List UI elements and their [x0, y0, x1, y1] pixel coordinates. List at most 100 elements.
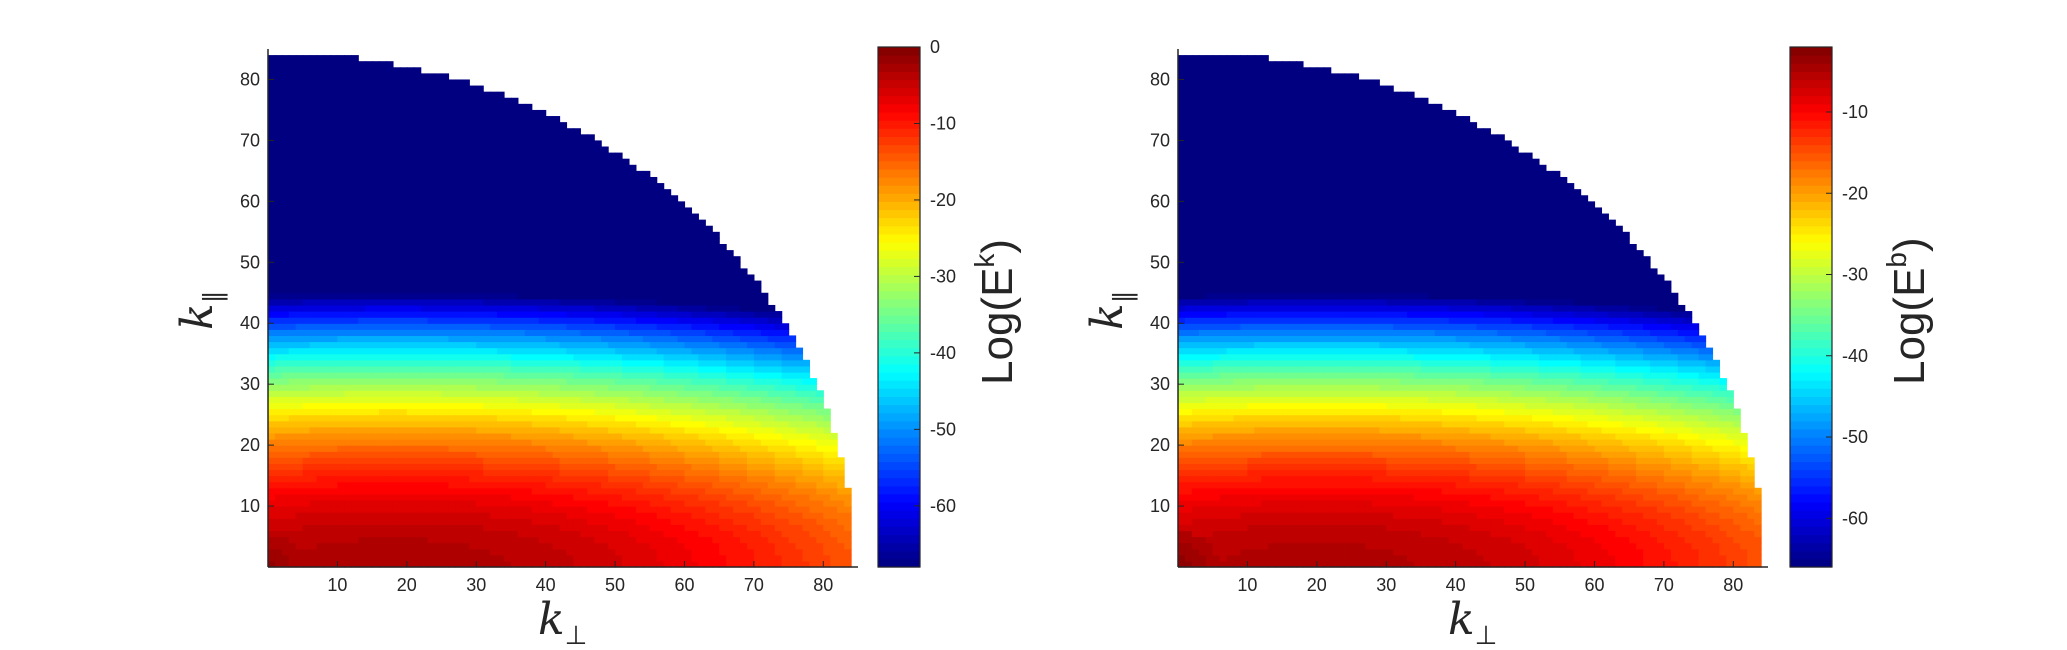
heatmap-cell [504, 317, 512, 324]
heatmap-cell [552, 311, 561, 318]
heatmap-cell [372, 506, 380, 513]
heatmap-cell [268, 371, 276, 379]
heatmap-cell [316, 134, 325, 142]
heatmap-cell [372, 396, 380, 404]
heatmap-cell [504, 304, 512, 312]
heatmap-cell [628, 390, 637, 397]
heatmap-cell [469, 457, 477, 464]
heatmap-cell [358, 79, 366, 87]
heatmap-cell [427, 414, 436, 422]
heatmap-cell [705, 402, 713, 410]
heatmap-cell [406, 128, 415, 135]
heatmap-cell [427, 451, 436, 458]
heatmap-cell [434, 560, 443, 568]
heatmap-cell [497, 317, 505, 324]
heatmap-cell [372, 311, 380, 318]
heatmap-cell [726, 317, 734, 324]
heatmap-cell [615, 371, 623, 379]
heatmap-cell [413, 439, 422, 446]
heatmap-cell [705, 542, 713, 550]
heatmap-cell [420, 457, 429, 464]
heatmap-cell [545, 396, 554, 404]
heatmap-cell [427, 445, 436, 452]
heatmap-cell [351, 195, 359, 202]
heatmap-cell [268, 152, 276, 160]
heatmap-cell [524, 317, 533, 324]
heatmap-cell [580, 268, 588, 276]
heatmap-cell [663, 244, 672, 251]
heatmap-cell [413, 219, 422, 227]
heatmap-cell [635, 378, 644, 385]
heatmap-cell [524, 439, 533, 446]
heatmap-cell [323, 158, 332, 166]
heatmap-cell [538, 481, 547, 489]
heatmap-cell [406, 268, 415, 276]
heatmap-cell [455, 298, 463, 306]
heatmap-cell [309, 542, 318, 550]
heatmap-cell [337, 170, 345, 178]
heatmap-cell [281, 207, 290, 215]
heatmap-cell [379, 286, 387, 294]
heatmap-cell [483, 469, 491, 477]
heatmap-cell [448, 140, 457, 148]
heatmap-cell [268, 530, 276, 538]
heatmap-cell [365, 542, 373, 550]
heatmap-cell [365, 189, 373, 196]
heatmap-cell [573, 512, 581, 519]
heatmap-cell [455, 414, 463, 422]
heatmap-cell [483, 152, 491, 160]
heatmap-cell [344, 542, 352, 550]
heatmap-cell [476, 506, 484, 513]
heatmap-cell [274, 390, 283, 397]
heatmap-cell [691, 311, 699, 318]
heatmap-cell [615, 195, 623, 202]
heatmap-cell [469, 207, 477, 215]
heatmap-cell [379, 432, 387, 440]
heatmap-cell [379, 134, 387, 142]
heatmap-cell [559, 237, 568, 245]
heatmap-cell [608, 244, 616, 251]
heatmap-cell [524, 463, 533, 471]
heatmap-cell [608, 457, 616, 464]
heatmap-cell [295, 390, 304, 397]
heatmap-cell [705, 463, 713, 471]
heatmap-cell [462, 317, 470, 324]
heatmap-cell [399, 512, 408, 519]
heatmap-cell [497, 445, 505, 452]
heatmap-cell [392, 323, 401, 330]
heatmap-cell [413, 445, 422, 452]
heatmap-cell [684, 414, 693, 422]
heatmap-cell [386, 213, 394, 221]
heatmap-cell [365, 512, 373, 519]
heatmap-cell [281, 219, 290, 227]
heatmap-cell [726, 457, 734, 464]
heatmap-cell [726, 268, 734, 276]
heatmap-cell [524, 213, 533, 221]
heatmap-cell [670, 280, 679, 288]
heatmap-cell [344, 262, 352, 269]
heatmap-cell [434, 286, 443, 294]
heatmap-cell [434, 201, 443, 209]
heatmap-cell [559, 262, 568, 269]
heatmap-cell [295, 158, 304, 166]
heatmap-cell [663, 469, 672, 477]
heatmap-cell [622, 353, 630, 361]
heatmap-cell [344, 109, 352, 117]
heatmap-cell [358, 201, 366, 209]
heatmap-cell [615, 183, 623, 190]
heatmap-cell [351, 384, 359, 391]
heatmap-cell [274, 481, 283, 489]
heatmap-cell [386, 414, 394, 422]
heatmap-cell [392, 390, 401, 397]
heatmap-cell [344, 445, 352, 452]
heatmap-cell [441, 103, 450, 111]
heatmap-cell [559, 432, 568, 440]
heatmap-cell [288, 262, 297, 269]
heatmap-cell [538, 158, 547, 166]
heatmap-cell [601, 146, 609, 154]
heatmap-cell [490, 201, 498, 209]
heatmap-cell [379, 280, 387, 288]
heatmap-cell [656, 359, 665, 367]
heatmap-cell [281, 554, 290, 562]
heatmap-cell [295, 103, 304, 111]
